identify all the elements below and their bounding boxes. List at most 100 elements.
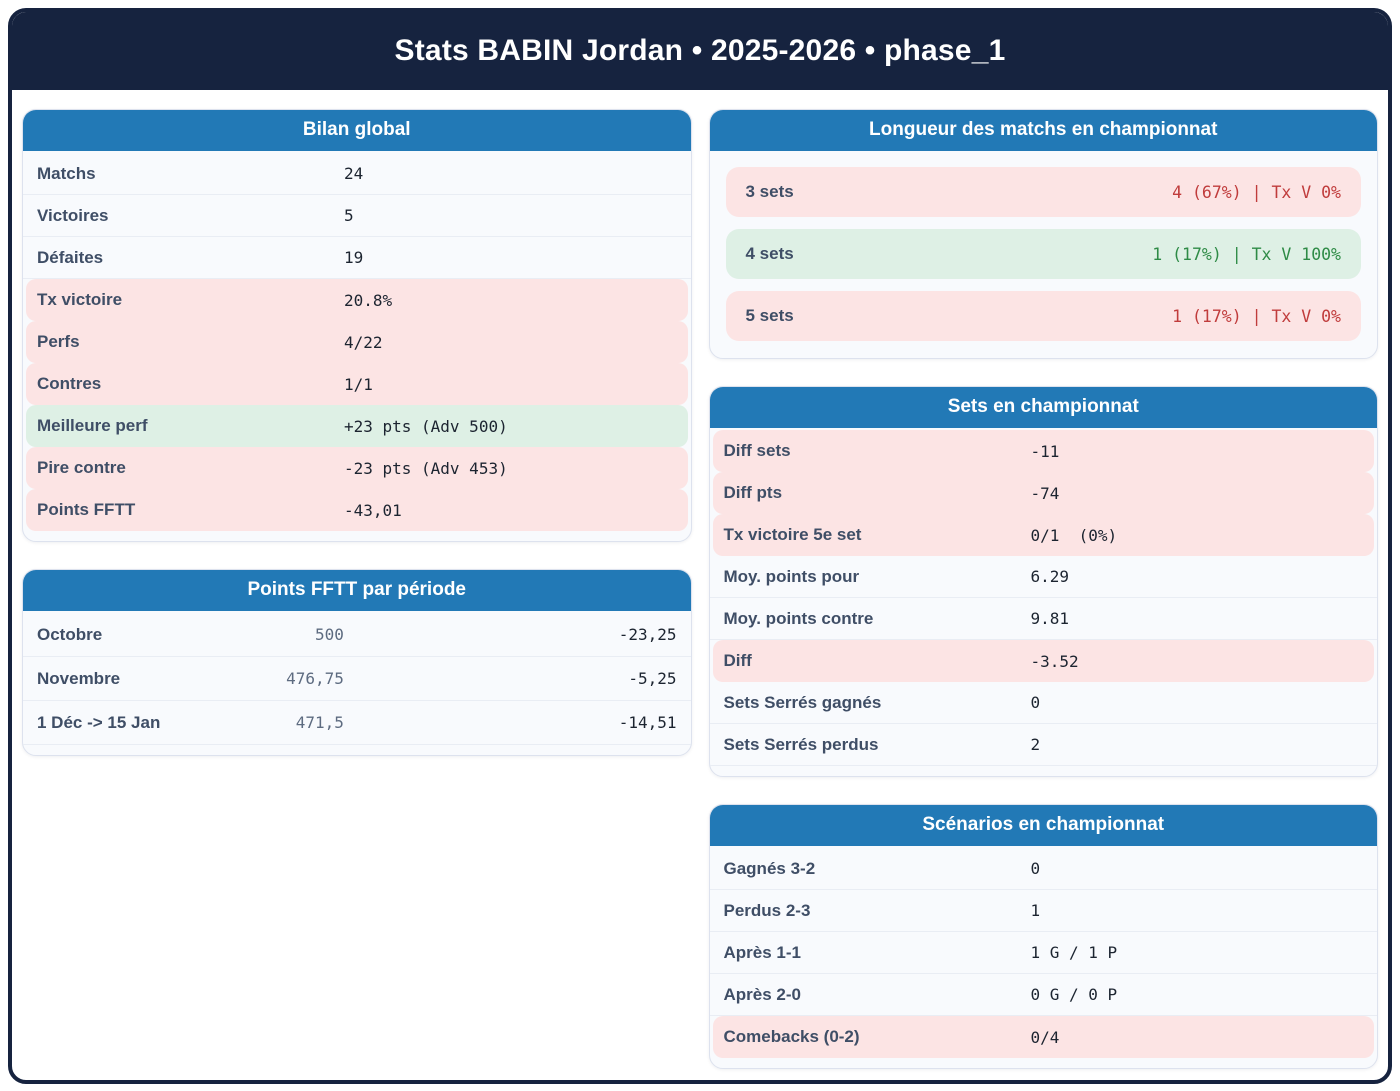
stat-row: Tx victoire 20.8% [26,279,688,321]
stat-value: 6.29 [1030,567,1069,586]
stat-value: 4/22 [343,332,383,352]
right-column: Longueur des matchs en championnat 3 set… [708,109,1378,1069]
stat-row: Sets Serrés gagnés 0 [709,682,1377,724]
stat-label: Matchs [37,163,96,183]
stat-row: Diff sets -11 [712,430,1374,472]
stat-value: 5 [343,206,354,225]
stat-label: Tx victoire [37,290,123,309]
period-label: Octobre [37,624,103,644]
stat-label: Sets Serrés gagnés [723,692,882,712]
card-body: Gagnés 3-2 0 Perdus 2-3 1 Après 1-1 1 G … [709,846,1377,1068]
period-delta: -23,25 [618,625,677,644]
stat-label: Meilleure perf [37,416,148,435]
card-title: Points FFTT par période [23,570,691,611]
period-label: 1 Déc -> 15 Jan [37,712,161,732]
card-title: Scénarios en championnat [709,805,1377,846]
stat-row: Défaites 19 [23,237,691,279]
page-header: Stats BABIN Jordan • 2025-2026 • phase_1 [12,12,1388,90]
stat-value: 0 [1030,859,1041,878]
stat-row: Perdus 2-3 1 [709,890,1377,932]
stat-row: Diff -3.52 [712,640,1374,682]
match-length-label: 5 sets [745,306,794,325]
card-longueur-matchs: Longueur des matchs en championnat 3 set… [708,109,1378,359]
stat-label: Diff sets [723,441,791,460]
card-body: Matchs 24 Victoires 5 Défaites 19 Tx vic… [23,151,691,541]
stat-label: Après 1-1 [723,942,801,962]
card-scenarios-championnat: Scénarios en championnat Gagnés 3-2 0 Pe… [708,804,1378,1069]
stat-row: Après 2-0 0 G / 0 P [709,974,1377,1016]
stat-label: Perdus 2-3 [723,900,811,920]
stat-value: 1 [1030,901,1041,920]
match-length-value: 1 (17%) | Tx V 0% [1172,306,1341,326]
period-row: Novembre 476,75 -5,25 [23,657,691,701]
match-length-label: 4 sets [745,244,794,263]
period-label: Novembre [37,668,121,688]
stat-value: 0 [1030,693,1041,712]
card-body: Diff sets -11 Diff pts -74 Tx victoire 5… [709,428,1377,776]
stat-row: Gagnés 3-2 0 [709,848,1377,890]
stat-value: -43,01 [343,500,402,520]
stat-label: Sets Serrés perdus [723,734,879,754]
card-bilan-global: Bilan global Matchs 24 Victoires 5 Défai… [22,109,692,542]
stat-value: -23 pts (Adv 453) [343,458,508,478]
period-start-points: 476,75 [286,669,344,688]
content: Bilan global Matchs 24 Victoires 5 Défai… [12,90,1388,1080]
card-body: 3 sets 4 (67%) | Tx V 0% 4 sets 1 (17%) … [710,151,1378,358]
stat-row: Moy. points pour 6.29 [709,556,1377,598]
stat-label: Moy. points pour [723,566,860,586]
stat-label: Diff [723,651,752,670]
stat-row: Contres 1/1 [26,363,688,405]
stats-page: Stats BABIN Jordan • 2025-2026 • phase_1… [8,8,1392,1084]
card-points-fftt-periode: Points FFTT par période Octobre 500 -23,… [22,569,692,756]
stat-value: 19 [343,248,364,267]
stat-label: Points FFTT [37,500,136,519]
stat-value: -3.52 [1030,651,1079,671]
stat-label: Diff pts [723,483,783,502]
card-sets-championnat: Sets en championnat Diff sets -11 Diff p… [708,386,1378,777]
match-length-value: 4 (67%) | Tx V 0% [1172,182,1341,202]
match-length-value: 1 (17%) | Tx V 100% [1152,244,1341,264]
stat-label: Perfs [37,332,80,351]
stat-row: Moy. points contre 9.81 [709,598,1377,640]
stat-value: 0/4 [1030,1027,1060,1047]
stat-row: Points FFTT -43,01 [26,489,688,531]
stat-value: -11 [1030,441,1060,461]
period-start-points: 471,5 [295,713,344,732]
left-column: Bilan global Matchs 24 Victoires 5 Défai… [22,109,692,1069]
page-title: Stats BABIN Jordan • 2025-2026 • phase_1 [394,34,1006,67]
stat-label: Victoires [37,205,109,225]
stat-label: Moy. points contre [723,608,874,628]
stat-row: Victoires 5 [23,195,691,237]
stat-row: Diff pts -74 [712,472,1374,514]
stat-value: -74 [1030,483,1060,503]
period-delta: -5,25 [628,669,677,688]
stat-row: Comebacks (0-2) 0/4 [712,1016,1374,1058]
stat-label: Pire contre [37,458,126,477]
stat-value: 0/1 (0%) [1030,525,1118,545]
period-start-points: 500 [315,625,344,644]
stat-value: +23 pts (Adv 500) [343,416,508,436]
stat-value: 9.81 [1030,609,1069,628]
card-title: Bilan global [23,110,691,151]
stat-row: Pire contre -23 pts (Adv 453) [26,447,688,489]
stat-value: 20.8% [343,290,393,310]
stat-row: Sets Serrés perdus 2 [709,724,1377,766]
card-body: Octobre 500 -23,25 Novembre 476,75 -5,25… [23,611,691,755]
stat-value: 0 G / 0 P [1030,985,1118,1004]
stat-row: Matchs 24 [23,153,691,195]
card-title: Longueur des matchs en championnat [709,110,1377,151]
card-title: Sets en championnat [709,387,1377,428]
stat-label: Après 2-0 [723,984,801,1004]
period-delta: -14,51 [618,713,677,732]
match-length-label: 3 sets [745,182,794,201]
stat-row: Après 1-1 1 G / 1 P [709,932,1377,974]
stat-label: Contres [37,374,102,393]
stat-row: Meilleure perf +23 pts (Adv 500) [26,405,688,447]
stat-value: 24 [343,164,364,183]
match-length-row: 4 sets 1 (17%) | Tx V 100% [725,229,1361,279]
stat-label: Défaites [37,247,104,267]
period-row: 1 Déc -> 15 Jan 471,5 -14,51 [23,701,691,745]
stat-label: Gagnés 3-2 [723,858,816,878]
stat-label: Tx victoire 5e set [723,525,862,544]
stat-value: 1/1 [343,374,373,394]
